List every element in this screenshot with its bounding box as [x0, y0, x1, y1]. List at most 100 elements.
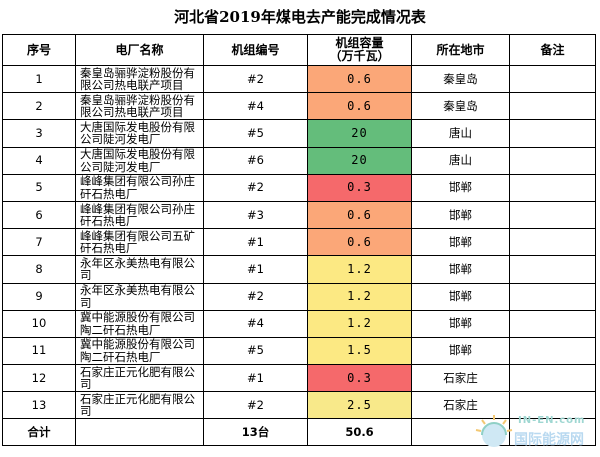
total-label: 合计: [2, 418, 76, 447]
row-unit-number: #5: [203, 336, 308, 366]
row-unit-number: #6: [203, 146, 308, 175]
row-unit-number: #4: [203, 309, 308, 338]
row-unit-number: #1: [203, 228, 308, 257]
total-units: 13台: [203, 418, 308, 447]
table-row: 11 冀中能源股份有限公司陶二矸石热电厂 #5 1.5 邯郸: [2, 336, 596, 366]
row-city: 邯郸: [411, 200, 510, 230]
row-note: [509, 255, 596, 284]
row-seq: 1: [2, 64, 76, 94]
row-unit-number: #2: [203, 64, 308, 94]
total-row: 合计 13台 50.6: [2, 418, 596, 447]
row-unit-number: #2: [203, 282, 308, 311]
page-title: 河北省2019年煤电去产能完成情况表: [174, 8, 426, 26]
watermark: IN-EN.com 国际能源网: [474, 409, 594, 453]
row-note: [509, 200, 596, 230]
row-plant-name: 峰峰集团有限公司孙庄矸石热电厂: [75, 173, 204, 202]
total-plant-cell: [75, 418, 204, 447]
table-row: 3 大唐国际发电股份有限公司陡河发电厂 #5 20 唐山: [2, 119, 596, 148]
row-capacity: 0.6: [307, 228, 412, 257]
row-seq: 12: [2, 364, 76, 393]
header-unit: 机组编号: [203, 34, 308, 66]
row-note: [509, 119, 596, 148]
header-capacity: 机组容量 （万千瓦）: [307, 34, 412, 66]
row-capacity: 2.5: [307, 391, 412, 420]
row-seq: 13: [2, 391, 76, 420]
table-body: 1 秦皇岛骊骅淀粉股份有限公司热电联产项目 #2 0.6 秦皇岛 2 秦皇岛骊骅淀粉股份有限…: [2, 64, 596, 420]
row-unit-number: #2: [203, 391, 308, 420]
row-city: 邯郸: [411, 255, 510, 284]
row-capacity: 20: [307, 119, 412, 148]
row-capacity: 1.2: [307, 255, 412, 284]
row-city: 石家庄: [411, 364, 510, 393]
row-plant-name: 永年区永美热电有限公司: [75, 255, 204, 284]
row-note: [509, 391, 596, 420]
row-capacity: 0.6: [307, 64, 412, 94]
row-plant-name: 秦皇岛骊骅淀粉股份有限公司热电联产项目: [75, 64, 204, 94]
row-plant-name: 石家庄正元化肥有限公司: [75, 364, 204, 393]
row-seq: 7: [2, 228, 76, 257]
row-plant-name: 峰峰集团有限公司五矿矸石热电厂: [75, 228, 204, 257]
row-note: [509, 309, 596, 338]
row-city: 邯郸: [411, 173, 510, 202]
row-note: [509, 282, 596, 311]
row-city: 唐山: [411, 119, 510, 148]
row-city: 邯郸: [411, 282, 510, 311]
row-capacity: 20: [307, 146, 412, 175]
row-seq: 5: [2, 173, 76, 202]
row-city: 唐山: [411, 146, 510, 175]
row-note: [509, 228, 596, 257]
row-capacity: 0.6: [307, 92, 412, 121]
table-row: 5 峰峰集团有限公司孙庄矸石热电厂 #2 0.3 邯郸: [2, 173, 596, 202]
row-note: [509, 64, 596, 94]
row-capacity: 0.3: [307, 173, 412, 202]
row-unit-number: #1: [203, 364, 308, 393]
row-unit-number: #1: [203, 255, 308, 284]
row-city: 石家庄: [411, 391, 510, 420]
header-plant: 电厂名称: [75, 34, 204, 66]
watermark-line1: IN-EN.com: [518, 415, 586, 426]
row-seq: 6: [2, 200, 76, 230]
row-unit-number: #4: [203, 92, 308, 121]
row-note: [509, 92, 596, 121]
table-header-row: 序号 电厂名称 机组编号 机组容量 （万千瓦） 所在地市 备注: [2, 34, 596, 66]
row-capacity: 1.5: [307, 336, 412, 366]
row-seq: 11: [2, 336, 76, 366]
table-row: 9 永年区永美热电有限公司 #2 1.2 邯郸: [2, 282, 596, 311]
row-note: [509, 146, 596, 175]
table-row: 7 峰峰集团有限公司五矿矸石热电厂 #1 0.6 邯郸: [2, 228, 596, 257]
table-row: 2 秦皇岛骊骅淀粉股份有限公司热电联产项目 #4 0.6 秦皇岛: [2, 92, 596, 121]
row-seq: 10: [2, 309, 76, 338]
header-city: 所在地市: [411, 34, 510, 66]
row-plant-name: 峰峰集团有限公司孙庄矸石热电厂: [75, 200, 204, 230]
capacity-table: 序号 电厂名称 机组编号 机组容量 （万千瓦） 所在地市 备注 1 秦皇岛骊骅淀粉…: [2, 34, 596, 447]
row-city: 邯郸: [411, 336, 510, 366]
row-note: [509, 336, 596, 366]
header-seq: 序号: [2, 34, 76, 66]
table-row: 12 石家庄正元化肥有限公司 #1 0.3 石家庄: [2, 364, 596, 393]
row-plant-name: 大唐国际发电股份有限公司陡河发电厂: [75, 119, 204, 148]
row-city: 邯郸: [411, 309, 510, 338]
header-note: 备注: [509, 34, 596, 66]
row-seq: 3: [2, 119, 76, 148]
row-note: [509, 173, 596, 202]
table-row: 4 大唐国际发电股份有限公司陡河发电厂 #6 20 唐山: [2, 146, 596, 175]
table-row: 10 冀中能源股份有限公司陶二矸石热电厂 #4 1.2 邯郸: [2, 309, 596, 338]
row-city: 邯郸: [411, 228, 510, 257]
row-seq: 8: [2, 255, 76, 284]
row-capacity: 1.2: [307, 309, 412, 338]
row-plant-name: 石家庄正元化肥有限公司: [75, 391, 204, 420]
row-unit-number: #3: [203, 200, 308, 230]
row-plant-name: 冀中能源股份有限公司陶二矸石热电厂: [75, 309, 204, 338]
row-seq: 2: [2, 92, 76, 121]
row-city: 秦皇岛: [411, 92, 510, 121]
table-row: 1 秦皇岛骊骅淀粉股份有限公司热电联产项目 #2 0.6 秦皇岛: [2, 64, 596, 94]
header-capacity-line2: （万千瓦）: [329, 49, 390, 63]
table-row: 8 永年区永美热电有限公司 #1 1.2 邯郸: [2, 255, 596, 284]
row-plant-name: 冀中能源股份有限公司陶二矸石热电厂: [75, 336, 204, 366]
total-capacity: 50.6: [307, 418, 412, 447]
row-unit-number: #5: [203, 119, 308, 148]
row-capacity: 0.6: [307, 200, 412, 230]
row-plant-name: 秦皇岛骊骅淀粉股份有限公司热电联产项目: [75, 92, 204, 121]
row-plant-name: 大唐国际发电股份有限公司陡河发电厂: [75, 146, 204, 175]
row-seq: 9: [2, 282, 76, 311]
